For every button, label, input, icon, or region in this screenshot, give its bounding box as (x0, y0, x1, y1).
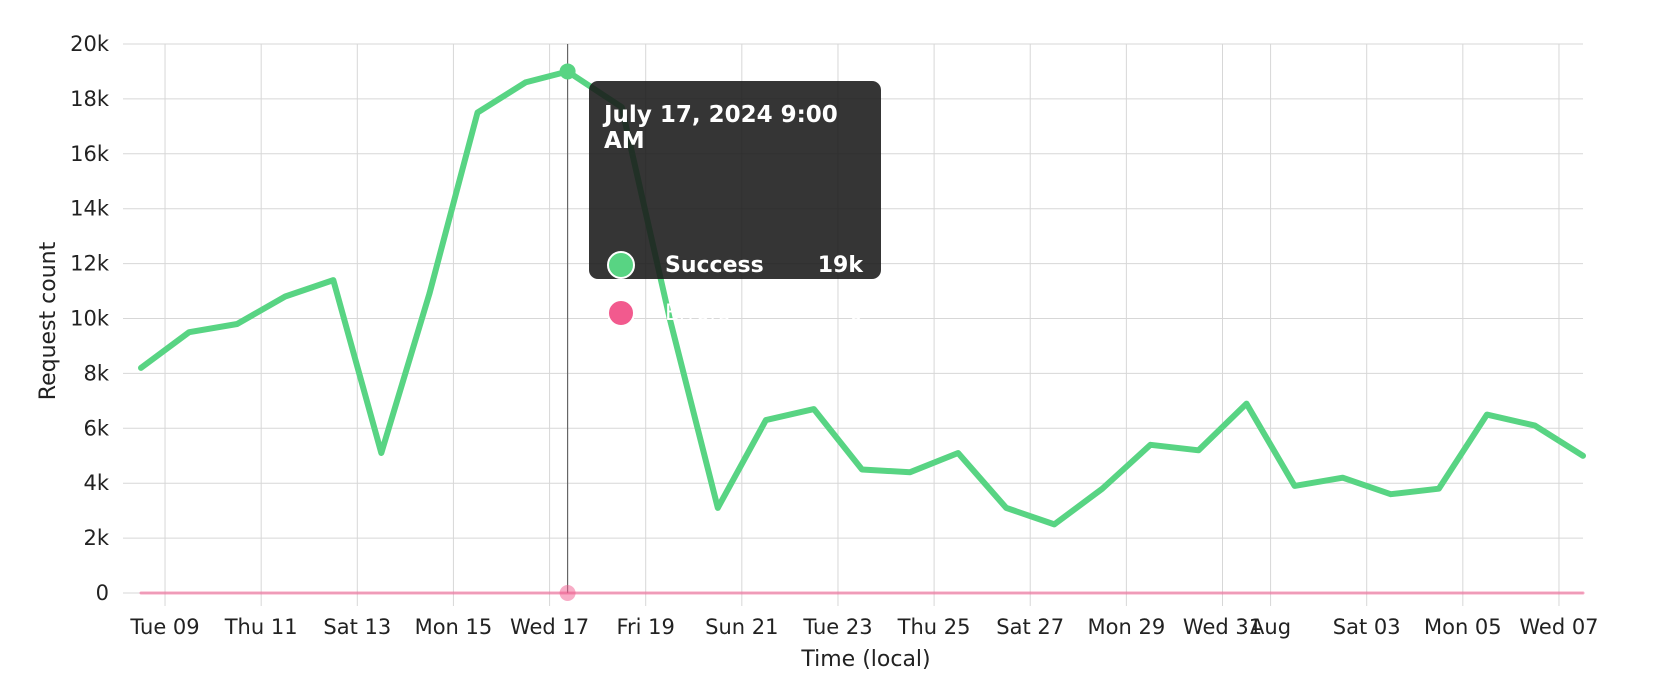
x-tick-label: Thu 25 (897, 615, 971, 639)
x-tick-label: Tue 09 (129, 615, 199, 639)
tooltip-value-success: 19k (817, 253, 863, 278)
hover-point-success (559, 63, 576, 80)
series-line-success (138, 68, 1586, 528)
tooltip-label-success: Success (665, 253, 764, 278)
tooltip-row-errors: Errors 0 (607, 297, 863, 331)
y-tick-label: 12k (70, 252, 110, 276)
y-tick-label: 20k (70, 32, 110, 56)
y-tick-label: 10k (70, 307, 110, 331)
tooltip-row-success: Success 19k (607, 249, 863, 283)
x-tick-label: Sat 27 (996, 615, 1064, 639)
y-tick-label: 6k (83, 416, 109, 440)
x-tick-label: Thu 11 (224, 615, 298, 639)
y-tick-label: 18k (70, 87, 110, 111)
y-axis-title: Request count (36, 241, 61, 400)
x-tick-label: Tue 23 (802, 615, 872, 639)
y-tick-label: 16k (70, 142, 110, 166)
tooltip-title: July 17, 2024 9:00 AM (604, 102, 838, 154)
x-tick-label: Sun 21 (705, 615, 778, 639)
chart-tooltip: July 17, 2024 9:00 AM Success 19k Errors… (589, 81, 881, 327)
x-tick-label: Mon 15 (415, 615, 493, 639)
x-tick-label: Wed 17 (510, 615, 589, 639)
x-tick-label: Fri 19 (616, 615, 674, 639)
x-tick-label: Wed 07 (1519, 615, 1598, 639)
y-tick-label: 14k (70, 197, 110, 221)
errors-color-swatch (607, 299, 635, 327)
x-tick-label: Aug (1250, 615, 1291, 639)
y-tick-label: 8k (83, 361, 109, 385)
x-tick-label: Sat 13 (323, 615, 391, 639)
hover-point-errors (559, 585, 576, 601)
tooltip-value-errors: 0 (849, 301, 863, 326)
x-tick-label: Mon 29 (1088, 615, 1166, 639)
success-color-swatch (607, 251, 635, 279)
y-tick-label: 4k (83, 471, 109, 495)
y-tick-label: 2k (83, 526, 109, 550)
x-tick-label: Sat 03 (1333, 615, 1401, 639)
y-tick-label: 0 (96, 581, 109, 605)
x-tick-label: Mon 05 (1424, 615, 1502, 639)
x-tick-label: Wed 31 (1183, 615, 1262, 639)
tooltip-label-errors: Errors (665, 301, 731, 326)
x-axis-title: Time (local) (800, 647, 930, 672)
